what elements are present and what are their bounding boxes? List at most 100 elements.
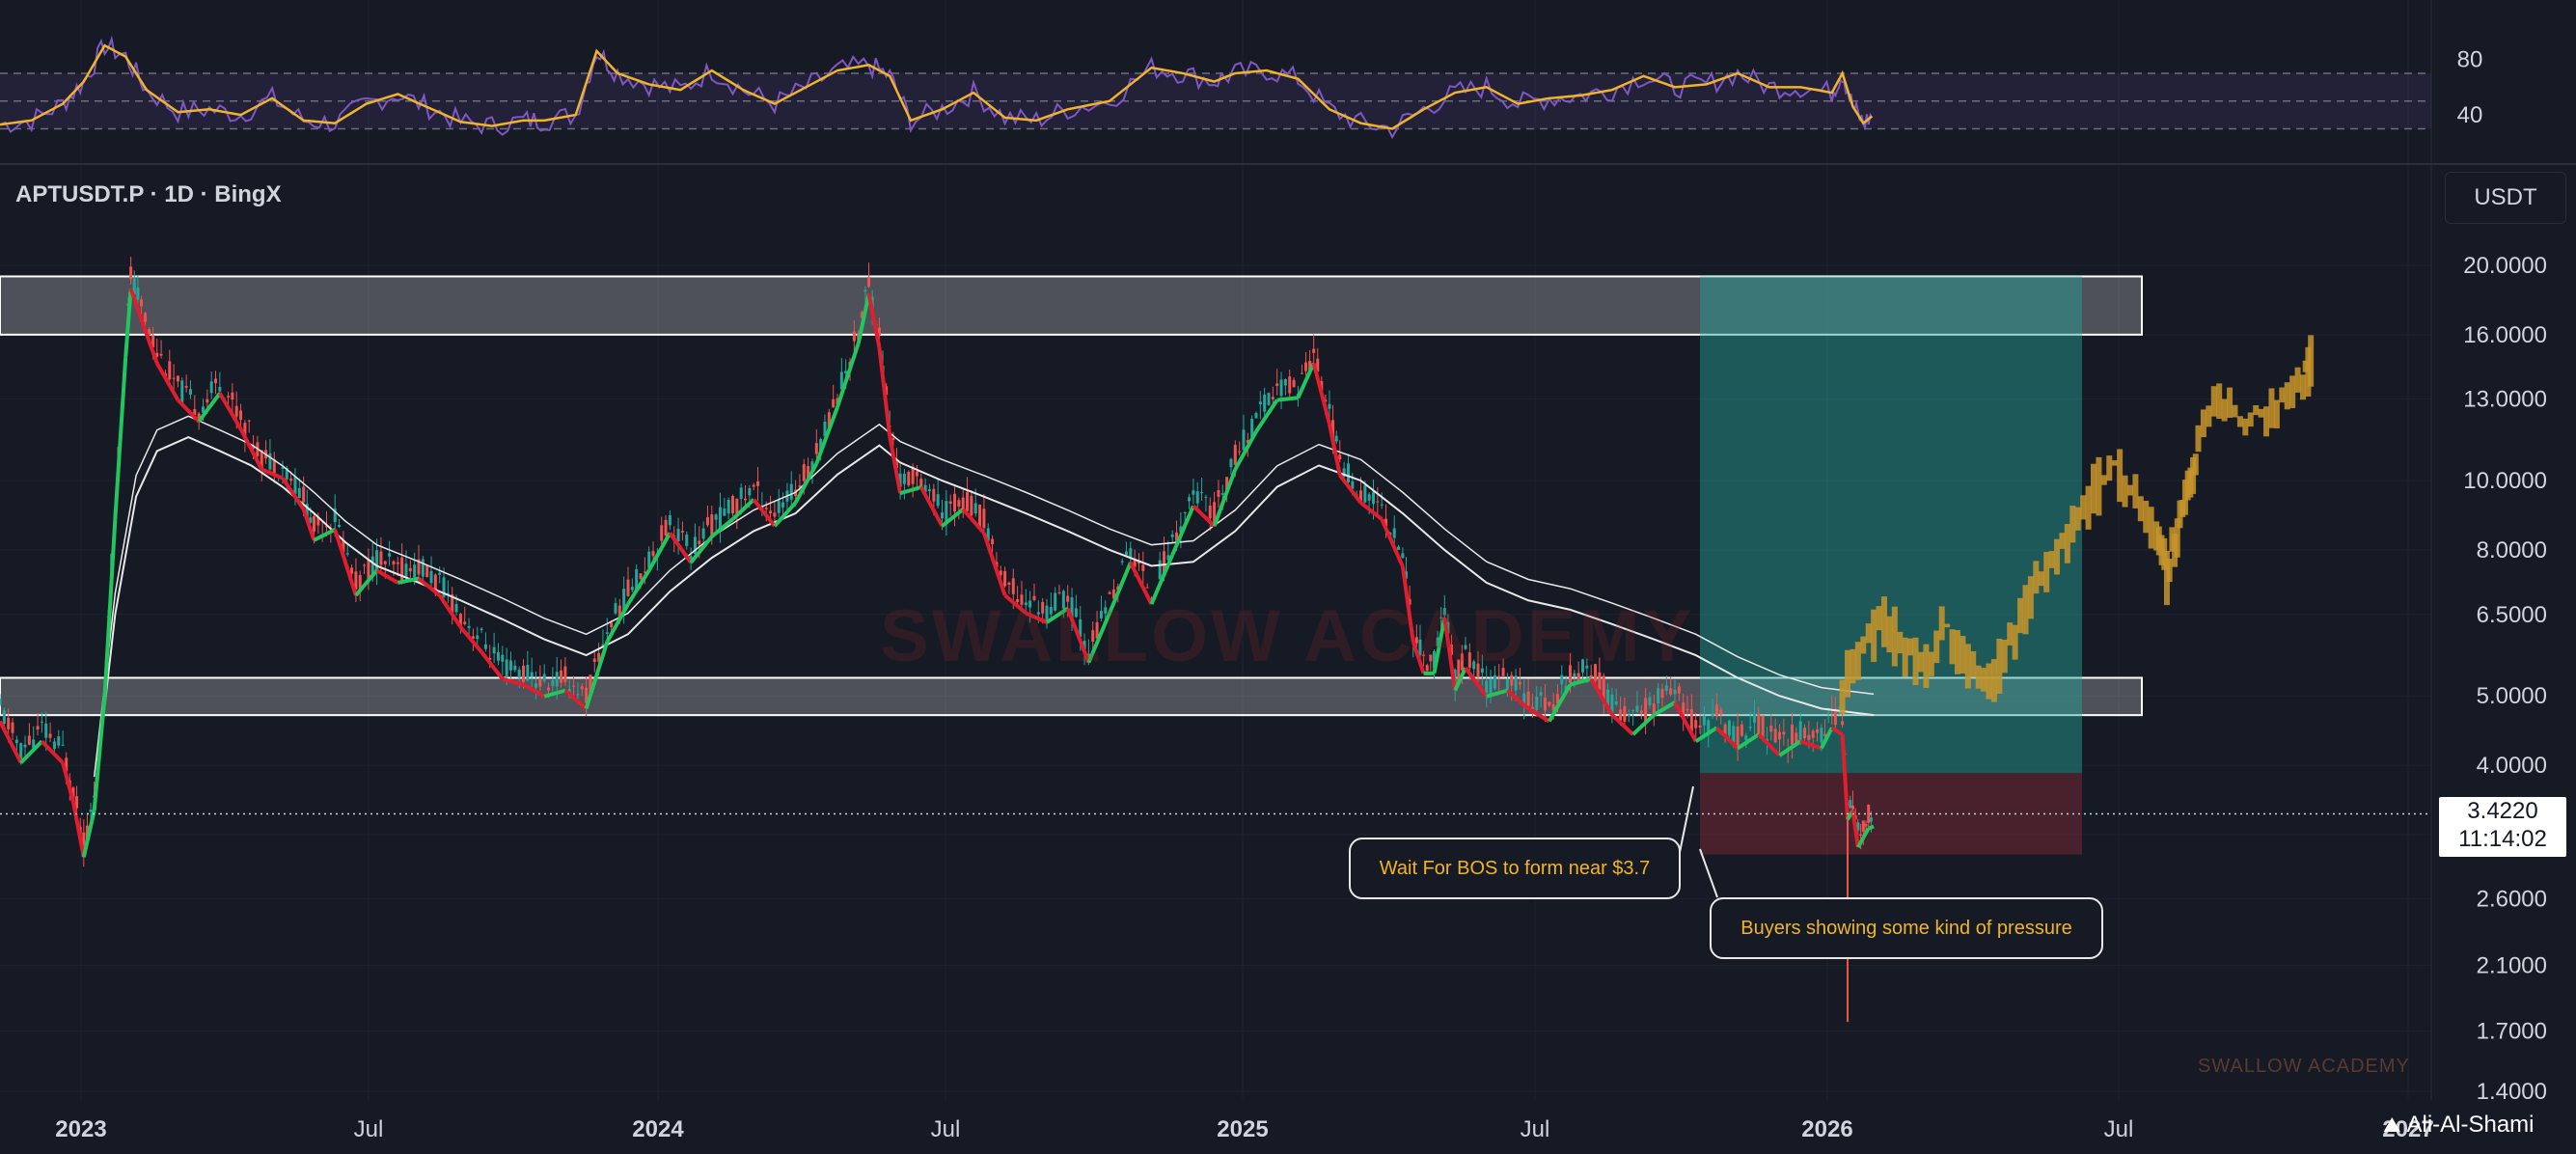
projection-candle <box>2074 507 2081 531</box>
candle-body <box>1086 653 1090 660</box>
candle-body <box>723 508 726 516</box>
ema-segment <box>1464 667 1489 698</box>
candle-body <box>1689 708 1693 731</box>
ema-segment <box>1569 676 1592 687</box>
candle-body <box>1220 493 1224 495</box>
candle-body <box>234 405 238 417</box>
projection-candle <box>1912 637 1919 686</box>
bar-countdown: 11:14:02 <box>2458 826 2547 852</box>
candle-body <box>1798 721 1802 740</box>
candle-body <box>1346 463 1350 483</box>
candle-body <box>1320 381 1324 391</box>
ema-segment <box>646 532 672 572</box>
projection-candle <box>2126 484 2133 496</box>
candle-body <box>1623 705 1627 722</box>
ema-segment <box>1170 505 1195 556</box>
candle-body <box>789 483 793 500</box>
ema-segment <box>1715 726 1740 750</box>
candle-body <box>1614 701 1618 704</box>
price-tick-label: 1.4000 <box>2477 1079 2547 1105</box>
candle-body <box>891 438 895 441</box>
candle-body <box>626 579 630 596</box>
candle-body <box>148 329 151 336</box>
candle-body <box>1328 403 1331 409</box>
projection-candle <box>1949 629 1956 665</box>
symbol-title[interactable]: APTUSDT.P · 1D · BingX <box>15 181 282 207</box>
candle-body <box>496 651 500 661</box>
ema-segment <box>543 688 566 699</box>
candle-body <box>1401 553 1405 559</box>
candle-body <box>1091 630 1095 643</box>
candle-body <box>239 410 243 421</box>
bos-callout: Wait For BOS to form near $3.7 <box>1349 838 1681 899</box>
candle-body <box>206 398 209 403</box>
price-tick-label: 13.0000 <box>2463 387 2547 413</box>
candle-body <box>526 665 530 681</box>
candle-body <box>1163 551 1166 574</box>
candle-body <box>1070 597 1074 619</box>
candle-body <box>1795 732 1798 744</box>
candle-body <box>622 589 626 611</box>
candle-body <box>739 487 743 500</box>
candle-body <box>309 517 313 524</box>
candle-body <box>907 472 911 486</box>
buyers-callout: Buyers showing some kind of pressure <box>1710 897 2103 959</box>
projection-candle <box>1959 636 1966 674</box>
candle-body <box>756 481 760 486</box>
candle-body <box>1522 693 1526 705</box>
candle-body <box>580 686 584 690</box>
ema-segment <box>333 529 358 596</box>
candle-body <box>1011 578 1015 594</box>
candle-body <box>71 787 75 802</box>
projection-candle <box>2054 538 2061 575</box>
ema-segment <box>438 593 463 629</box>
projection-candle <box>2117 449 2124 503</box>
candle-body <box>1312 348 1316 353</box>
candle-body <box>680 531 684 533</box>
currency-selector[interactable]: USDT <box>2445 172 2566 224</box>
projection-candle <box>2273 399 2280 429</box>
candle-body <box>1099 611 1103 618</box>
candle-body <box>1543 697 1547 711</box>
candle-body <box>647 551 651 568</box>
candle-body <box>839 371 843 390</box>
candle-body <box>1016 599 1020 603</box>
candle-body <box>1811 730 1815 738</box>
candle-body <box>404 563 408 577</box>
candle-body <box>1028 600 1032 608</box>
ema-segment <box>1432 617 1447 674</box>
candle-body <box>11 722 14 733</box>
candle-body <box>597 652 601 662</box>
candle-body <box>810 461 814 470</box>
candle-body <box>463 621 467 624</box>
candle-body <box>247 420 251 422</box>
projection-candle <box>1928 651 1934 676</box>
candle-body <box>1367 494 1371 501</box>
ema-segment <box>102 518 118 697</box>
candle-body <box>1204 496 1208 498</box>
projection-candle <box>2043 551 2050 592</box>
candle-body <box>819 439 823 452</box>
candle-body <box>966 491 970 511</box>
projection-candle <box>2253 405 2260 416</box>
candle-body <box>144 313 148 322</box>
candle-body <box>1450 644 1454 655</box>
candle-body <box>1841 721 1845 726</box>
candle-body <box>1489 678 1493 695</box>
projection-candle <box>1860 636 1867 654</box>
candle-body <box>467 625 471 629</box>
ema-segment <box>81 810 96 858</box>
candle-body <box>1652 703 1656 714</box>
ema-segment <box>40 739 65 764</box>
candle-body <box>1602 675 1605 700</box>
candle-body <box>635 569 639 591</box>
candle-body <box>268 453 272 470</box>
candle-body <box>701 528 705 539</box>
price-tick-label: 1.7000 <box>2477 1019 2547 1045</box>
candle-body <box>1279 379 1283 397</box>
candle-body <box>136 287 140 300</box>
candle-body <box>1300 372 1303 374</box>
candle-body <box>1833 708 1837 726</box>
ema-segment <box>113 357 128 520</box>
ema-segment <box>1359 501 1384 521</box>
